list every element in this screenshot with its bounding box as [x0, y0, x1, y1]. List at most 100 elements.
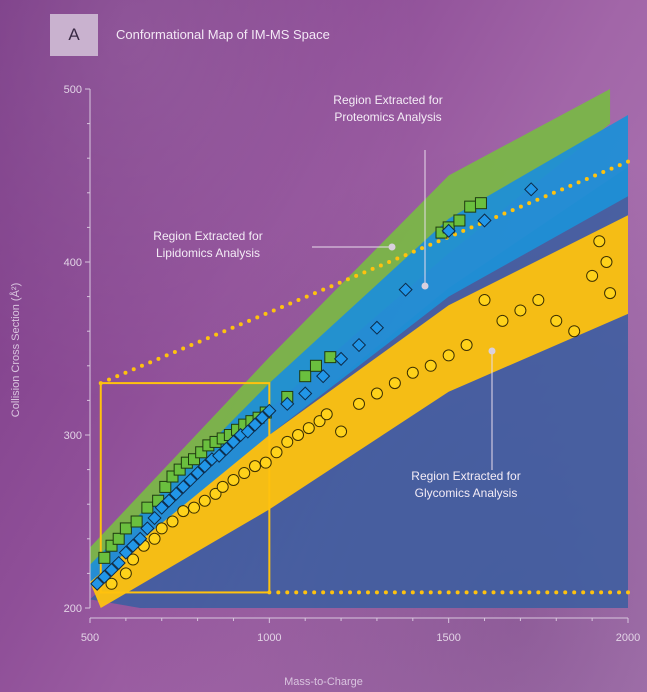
dotted-line-dot [536, 590, 541, 595]
dotted-line-dot [500, 590, 505, 595]
lipid-point [90, 576, 105, 591]
dotted-line-dot [461, 228, 466, 233]
dotted-line-dot [590, 590, 595, 595]
dotted-line-dot [189, 343, 194, 348]
lipid-point [398, 282, 413, 297]
dotted-line-dot [115, 374, 120, 379]
carbohydrate-point [532, 294, 545, 307]
carbohydrate-point [313, 415, 326, 428]
dotted-line-dot [494, 215, 499, 220]
dotted-line-dot [560, 187, 565, 192]
lipid-point [219, 441, 234, 456]
dotted-line-dot [593, 173, 598, 178]
dotted-line-dot [304, 294, 309, 299]
dotted-line-dot [387, 260, 392, 264]
annotation-anchor [388, 243, 396, 251]
panel-badge: A [50, 14, 98, 56]
dotted-line-dot [545, 590, 550, 595]
lipid-point [154, 500, 169, 515]
lipid-point [333, 351, 349, 366]
dotted-line-dot [576, 180, 581, 185]
dotted-line-dot [312, 590, 317, 595]
dotted-line-dot [482, 590, 487, 595]
dotted-line-dot [164, 353, 169, 358]
dotted-line-dot [428, 590, 433, 595]
y-tick-label: 400 [64, 257, 82, 269]
dotted-line-dot [428, 242, 433, 247]
dotted-line-dot [276, 590, 281, 595]
carbohydrate-point [600, 256, 613, 268]
lipid-point [104, 562, 119, 578]
dotted-line-dot [321, 287, 326, 292]
carbohydrate-point [302, 422, 315, 435]
dotted-line-dot [527, 590, 532, 595]
dotted-line-dot [403, 253, 408, 258]
carbohydrate-point [353, 397, 365, 410]
annotation-anchor [421, 282, 429, 290]
dotted-line-dot [491, 590, 496, 595]
lipid-point [351, 337, 367, 353]
carbohydrate-point [155, 522, 168, 535]
lipid-point [247, 417, 263, 432]
lipid-point [280, 396, 295, 411]
dotted-line-dot [599, 590, 604, 595]
carbohydrate-point [270, 446, 283, 459]
carbohydrate-point [198, 494, 211, 507]
dotted-line-dot [617, 163, 622, 168]
dotted-line-dot [321, 590, 326, 595]
dotted-line-dot [527, 201, 532, 206]
lipid-point [161, 493, 176, 508]
dotted-line-dot [365, 590, 370, 595]
lipid-point [111, 555, 126, 571]
carbohydrate-point [238, 467, 251, 480]
lipid-point [118, 545, 133, 560]
dotted-line-dot [267, 590, 272, 595]
dotted-line-dot [339, 590, 344, 595]
carbohydrate-point [127, 553, 140, 566]
x-tick-label: 1500 [436, 632, 460, 644]
lipid-point [441, 223, 456, 238]
dotted-line-dot [348, 590, 353, 595]
dotted-line-dot [568, 183, 573, 188]
lipid-point [524, 182, 539, 197]
dotted-line-dot [410, 590, 415, 595]
dotted-line-dot [419, 590, 424, 595]
peptide-point [130, 515, 143, 528]
dotted-line-dot [378, 263, 383, 268]
dotted-line-dot [345, 277, 350, 282]
dotted-line-dot [572, 590, 577, 595]
annotation-text: Region Extracted for [411, 469, 520, 483]
dotted-line-dot [139, 363, 144, 368]
dotted-line-dot [288, 301, 293, 306]
annotation-text: Glycomics Analysis [415, 486, 518, 500]
carbohydrate-point [281, 435, 294, 448]
dotted-line-dot [510, 208, 515, 213]
x-axis-label: Mass-to-Charge [284, 676, 363, 688]
dotted-line-dot [98, 381, 103, 386]
dotted-line-dot [357, 590, 361, 595]
lipid-point [147, 510, 162, 526]
y-tick-label: 300 [64, 430, 82, 442]
peptide-point [141, 501, 154, 514]
lipid-point [212, 448, 227, 463]
lipid-point [183, 472, 198, 488]
peptide-point [105, 539, 118, 552]
dotted-line-dot [584, 176, 589, 181]
dotted-line-dot [285, 590, 290, 595]
carbohydrate-point [514, 304, 527, 317]
dotted-line-dot [518, 204, 523, 209]
carbohydrate-point [442, 349, 455, 362]
dotted-line-dot [172, 349, 177, 354]
dotted-line-dot [401, 590, 406, 595]
dotted-line-dot [197, 339, 202, 344]
annotation-anchor [488, 347, 496, 355]
dotted-line-dot [238, 322, 243, 327]
lipid-point [97, 569, 112, 584]
dotted-line-dot [383, 590, 388, 595]
dotted-line-dot [337, 280, 342, 285]
carbohydrate-point [568, 325, 581, 338]
dotted-line-dot [131, 367, 136, 372]
dotted-line-dot [617, 590, 622, 595]
dotted-line-dot [436, 239, 441, 244]
lipid-point [190, 465, 205, 481]
